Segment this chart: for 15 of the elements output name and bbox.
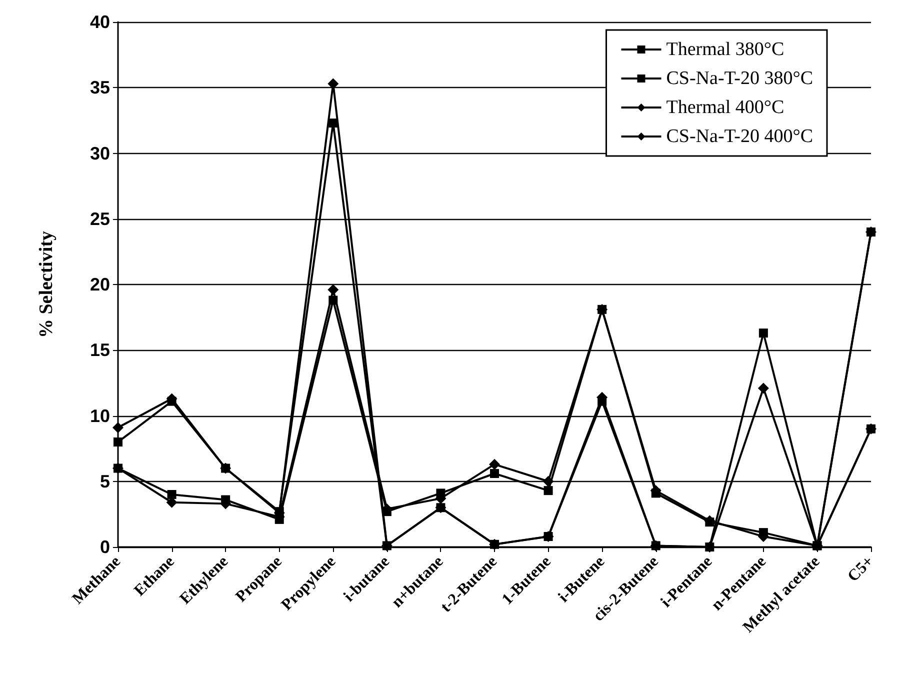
- y-axis-title: % Selectivity: [36, 230, 57, 338]
- y-tick-label: 5: [100, 471, 110, 492]
- legend-label: Thermal 380°C: [666, 39, 784, 60]
- y-tick-label: 15: [90, 340, 110, 360]
- legend-label: Thermal 400°C: [666, 97, 784, 118]
- y-tick-label: 0: [100, 537, 110, 557]
- y-tick-label: 10: [90, 406, 110, 426]
- y-tick-label: 20: [90, 274, 110, 294]
- y-tick-label: 25: [90, 208, 110, 229]
- legend-label: CS-Na-T-20 380°C: [666, 68, 814, 89]
- y-tick-label: 35: [90, 78, 110, 98]
- y-tick-label: 40: [90, 12, 110, 32]
- legend-label: CS-Na-T-20 400°C: [666, 126, 814, 147]
- x-tick-label: C5+: [844, 552, 878, 586]
- y-tick-label: 30: [90, 143, 110, 164]
